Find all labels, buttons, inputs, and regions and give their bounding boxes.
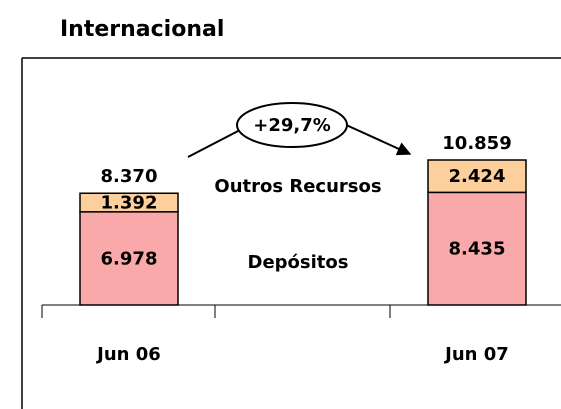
value-label: 1.392: [101, 193, 158, 214]
x-tick-label: Jun 06: [95, 344, 161, 365]
bar-segment: [79, 192, 179, 213]
growth-label: +29,7%: [253, 115, 331, 136]
value-label: 8.435: [449, 239, 506, 260]
value-label: 6.978: [101, 248, 158, 269]
series-label: Depósitos: [248, 252, 349, 273]
arrow: [187, 129, 241, 158]
arrow: [343, 123, 412, 156]
total-label: 10.859: [442, 133, 511, 154]
growth-bubble: [236, 102, 348, 148]
bar-segment: [79, 211, 179, 306]
total-label: 8.370: [101, 166, 158, 187]
series-label: Outros Recursos: [214, 176, 381, 197]
x-tick-label: Jun 07: [443, 344, 509, 365]
value-label: 2.424: [449, 166, 506, 187]
chart-title: Internacional: [60, 17, 224, 42]
bar-segment: [427, 159, 527, 194]
